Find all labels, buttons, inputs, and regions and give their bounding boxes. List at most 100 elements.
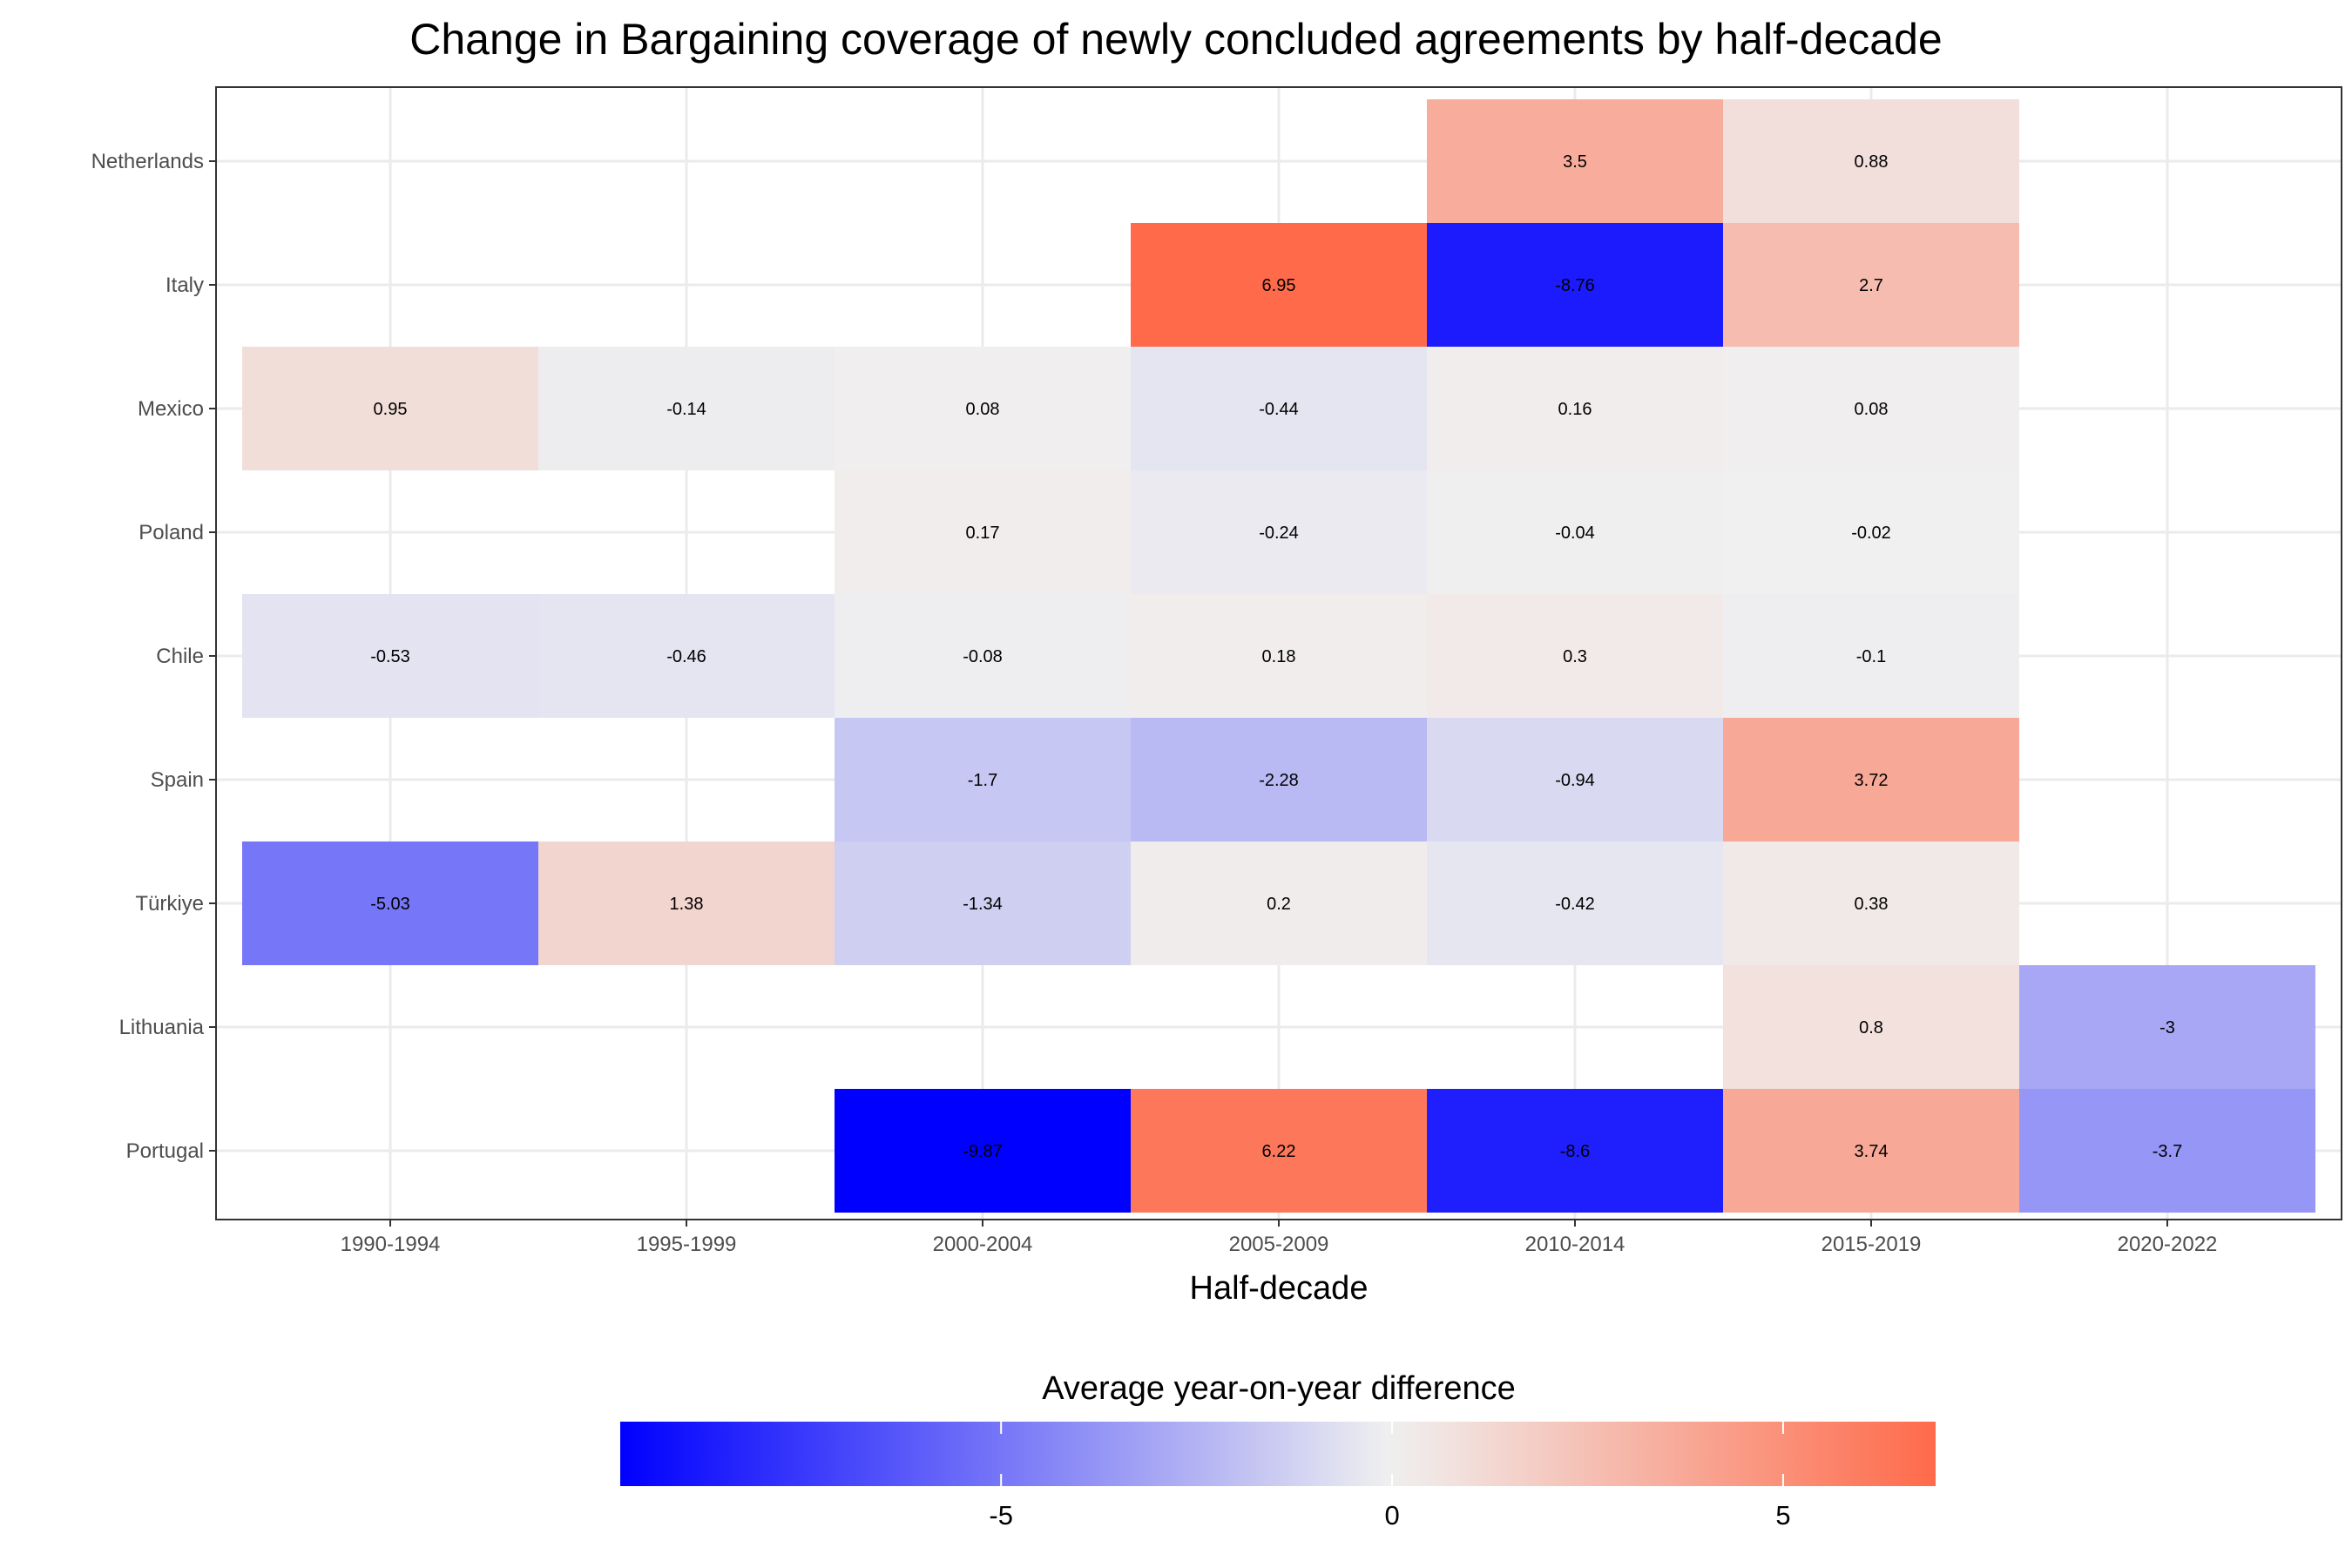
heatmap-cell [538, 347, 835, 470]
heatmap-cell [1131, 223, 1427, 347]
heatmap-cell [1427, 841, 1723, 965]
y-tick-label: Portugal [126, 1139, 204, 1163]
legend-title: Average year-on-year difference [1042, 1370, 1516, 1407]
heatmap-cell [1723, 347, 2019, 470]
heatmap-cell [1427, 99, 1723, 223]
cell-value-label: 0.38 [1855, 895, 1889, 914]
cell-value-label: 1.38 [670, 895, 704, 914]
cell-value-label: -8.76 [1555, 276, 1595, 295]
x-tick-label: 2010-2014 [1525, 1233, 1625, 1256]
heatmap-cell [538, 594, 835, 718]
cell-value-label: -0.94 [1555, 771, 1595, 790]
heatmap-cell [1131, 594, 1427, 718]
cell-value-label: 0.18 [1262, 647, 1296, 666]
cell-value-label: 0.2 [1267, 895, 1291, 914]
heatmap-cell [1131, 1089, 1427, 1213]
y-tick-label: Poland [139, 521, 204, 544]
heatmap-cell [1723, 470, 2019, 594]
cell-value-label: -3.7 [2153, 1142, 2182, 1161]
heatmap-cell [1427, 594, 1723, 718]
heatmap-cell [1131, 841, 1427, 965]
x-axis: 1990-1994 1995-1999 2000-2004 2005-2009 2010… [341, 1220, 2218, 1256]
legend-tick-label: 0 [1384, 1500, 1399, 1531]
cell-value-label: 0.3 [1563, 647, 1587, 666]
heatmap-cell [1131, 718, 1427, 841]
heatmap-cell [242, 841, 538, 965]
heatmap-cell [835, 347, 1131, 470]
cell-labels: 3.5 0.88 6.95 -8.76 2.7 0.95 -0.14 0.08 -0.44 0.1… [370, 152, 2182, 1161]
x-tick-label: 2020-2022 [2118, 1233, 2218, 1256]
heatmap-cell [2019, 1089, 2315, 1213]
heatmap-cell [1723, 594, 2019, 718]
heatmap-cell [1427, 718, 1723, 841]
cell-value-label: -0.53 [370, 647, 410, 666]
heatmap-cell [835, 718, 1131, 841]
heatmap-cell [242, 594, 538, 718]
x-tick-label: 1990-1994 [341, 1233, 441, 1256]
cell-value-label: 6.95 [1262, 276, 1296, 295]
heatmap-cell [2019, 965, 2315, 1089]
x-axis-label: Half-decade [1190, 1270, 1369, 1307]
x-tick-label: 2005-2009 [1229, 1233, 1329, 1256]
cell-value-label: -0.46 [666, 647, 706, 666]
heatmap-cell [1131, 347, 1427, 470]
legend-ticks: -5 0 5 [989, 1422, 1791, 1531]
cell-value-label: -0.14 [666, 400, 706, 419]
cell-value-label: 3.72 [1855, 771, 1889, 790]
cell-value-label: -5.03 [370, 895, 410, 914]
y-tick-label: Italy [166, 274, 204, 297]
chart-title: Change in Bargaining coverage of newly c… [409, 15, 1942, 64]
cell-value-label: 2.7 [1859, 276, 1883, 295]
cell-value-label: -3 [2159, 1018, 2175, 1037]
heatmap-cell [538, 841, 835, 965]
x-tick-label: 2000-2004 [933, 1233, 1033, 1256]
x-tick-label: 2015-2019 [1821, 1233, 1922, 1256]
heatmap-cell [1427, 223, 1723, 347]
heatmap-cell [1723, 1089, 2019, 1213]
heatmap-cell [1131, 470, 1427, 594]
y-tick-label: Netherlands [91, 150, 204, 173]
y-tick-label: Spain [151, 768, 204, 792]
cell-value-label: -1.7 [968, 771, 997, 790]
cell-value-label: 0.17 [966, 524, 1000, 543]
heatmap-cell [242, 347, 538, 470]
cell-value-label: -0.42 [1555, 895, 1595, 914]
heatmap-cell [1427, 1089, 1723, 1213]
heatmap-cell [835, 470, 1131, 594]
cell-value-label: -2.28 [1259, 771, 1299, 790]
cell-value-label: -0.02 [1851, 524, 1891, 543]
cell-value-label: -8.6 [1560, 1142, 1590, 1161]
cell-value-label: -0.1 [1856, 647, 1886, 666]
cell-value-label: 0.16 [1558, 400, 1592, 419]
cell-value-label: -0.44 [1259, 400, 1299, 419]
cell-value-label: -0.08 [963, 647, 1003, 666]
heatmap-cell [1427, 470, 1723, 594]
cell-value-label: 0.8 [1859, 1018, 1883, 1037]
cell-value-label: -1.34 [963, 895, 1003, 914]
cell-value-label: 3.74 [1855, 1142, 1889, 1161]
heatmap-cell [1427, 347, 1723, 470]
cell-value-label: -0.24 [1259, 524, 1299, 543]
y-tick-label: Lithuania [119, 1016, 205, 1039]
cell-value-label: 6.22 [1262, 1142, 1296, 1161]
heatmap-cell [1723, 718, 2019, 841]
legend-tick-label: 5 [1775, 1500, 1790, 1531]
x-tick-label: 1995-1999 [637, 1233, 737, 1256]
y-tick-label: Chile [156, 645, 204, 668]
heatmap-cell [1723, 965, 2019, 1089]
cell-value-label: 0.08 [966, 400, 1000, 419]
y-axis: Netherlands Italy Mexico Poland Chile Spain Tü… [91, 150, 216, 1163]
heatmap-cells [242, 99, 2315, 1213]
heatmap-cell [835, 1089, 1131, 1213]
heatmap-cell [1723, 223, 2019, 347]
y-tick-label: Mexico [138, 397, 204, 421]
cell-value-label: 3.5 [1563, 152, 1587, 172]
legend-tick-label: -5 [989, 1500, 1013, 1531]
cell-value-label: 0.88 [1855, 152, 1889, 172]
heatmap-cell [835, 594, 1131, 718]
y-tick-label: Türkiye [135, 892, 204, 916]
heatmap-cell [1723, 841, 2019, 965]
heatmap-cell [1723, 99, 2019, 223]
cell-value-label: 0.08 [1855, 400, 1889, 419]
